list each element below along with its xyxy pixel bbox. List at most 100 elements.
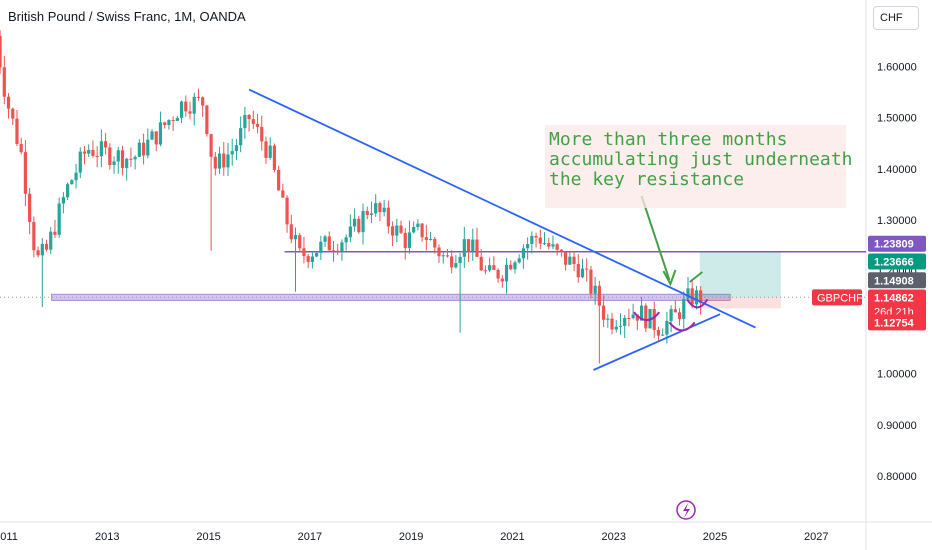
accumulation-arc bbox=[633, 311, 661, 322]
symbol-tag: GBPCHF bbox=[817, 292, 863, 304]
candle-body bbox=[661, 334, 665, 336]
candle-body bbox=[0, 36, 2, 68]
candle-body bbox=[137, 142, 141, 157]
candle-body bbox=[319, 241, 323, 253]
candle-body bbox=[205, 105, 209, 135]
candle-body bbox=[639, 305, 644, 321]
candle-body bbox=[564, 251, 568, 265]
currency-button[interactable]: CHF bbox=[873, 6, 919, 30]
candle-body bbox=[547, 243, 551, 247]
x-tick-label: 2013 bbox=[95, 531, 119, 543]
lightning-icon[interactable] bbox=[676, 500, 696, 520]
candle-body bbox=[631, 314, 635, 319]
candle-body bbox=[428, 238, 433, 240]
candle-body bbox=[441, 255, 445, 257]
annotation-box[interactable]: More than three months accumulating just… bbox=[545, 125, 852, 208]
price-tag-upper: 1.23809 bbox=[874, 239, 914, 251]
candle-body bbox=[361, 211, 365, 233]
candle-body bbox=[44, 243, 49, 250]
candle-body bbox=[154, 131, 158, 145]
price-tag-last: 1.14862 bbox=[874, 293, 914, 305]
candle-body bbox=[23, 152, 28, 194]
price-tag-last-bg bbox=[868, 289, 926, 321]
candle-body bbox=[87, 149, 91, 154]
candle-body bbox=[201, 97, 205, 106]
x-tick-label: 2015 bbox=[196, 531, 220, 543]
y-tick-label: 1.60000 bbox=[877, 62, 917, 74]
candle-body bbox=[103, 141, 108, 148]
candle-body bbox=[99, 141, 103, 157]
candle-body bbox=[694, 290, 699, 305]
candle-body bbox=[57, 203, 61, 235]
candle-body bbox=[336, 250, 340, 252]
candle-body bbox=[133, 156, 137, 160]
candle-body bbox=[146, 139, 150, 156]
candle-body bbox=[534, 235, 538, 238]
candle-body bbox=[488, 265, 492, 271]
candle-body bbox=[82, 151, 87, 154]
candle-body bbox=[517, 258, 521, 263]
candle-body bbox=[365, 211, 369, 215]
annotation-arrow bbox=[640, 195, 671, 281]
candle-body bbox=[234, 145, 239, 152]
price-tag-target-bg bbox=[868, 253, 926, 270]
candle-body bbox=[416, 223, 420, 228]
candle-body bbox=[179, 101, 184, 118]
candle-body bbox=[471, 239, 475, 252]
candle-body bbox=[163, 122, 167, 126]
candle-body bbox=[129, 158, 133, 160]
candle-body bbox=[120, 150, 125, 168]
candle-body bbox=[74, 172, 78, 181]
price-tag-entry: 1.14908 bbox=[874, 275, 914, 287]
candle-body bbox=[656, 329, 661, 336]
candle-body bbox=[15, 118, 19, 144]
candle-body bbox=[665, 320, 669, 335]
candle-body bbox=[32, 221, 36, 251]
candle-body bbox=[196, 96, 201, 98]
x-tick-label: 2019 bbox=[399, 531, 423, 543]
candle-body bbox=[352, 218, 357, 227]
candle-body bbox=[699, 290, 703, 304]
candle-body bbox=[175, 117, 179, 121]
candle-body bbox=[217, 153, 222, 169]
annotation-arrowhead bbox=[662, 269, 677, 287]
x-tick-label: 2011 bbox=[0, 531, 18, 543]
candle-body bbox=[412, 227, 416, 233]
candle-body bbox=[28, 193, 32, 222]
ascending-trendline bbox=[593, 313, 721, 371]
y-tick-label: 0.80000 bbox=[877, 471, 917, 483]
candle-body bbox=[239, 128, 243, 146]
candle-body bbox=[91, 149, 95, 156]
candle-body bbox=[125, 158, 129, 168]
candle-body bbox=[255, 123, 260, 127]
candle-body bbox=[184, 101, 188, 112]
candle-body bbox=[49, 231, 53, 250]
candles bbox=[0, 30, 703, 364]
candle-body bbox=[623, 317, 627, 326]
annotation-line-2: accumulating just underneath bbox=[549, 149, 853, 170]
candle-body bbox=[70, 180, 74, 185]
candle-body bbox=[108, 147, 112, 166]
price-tag-entry-bg bbox=[868, 272, 926, 289]
candle-body bbox=[466, 239, 471, 252]
candle-body bbox=[479, 256, 483, 271]
candle-body bbox=[606, 318, 610, 320]
price-tag-stop-bg bbox=[868, 314, 926, 331]
candle-body bbox=[251, 119, 255, 124]
y-tick-label: 0.90000 bbox=[877, 420, 917, 432]
candle-body bbox=[40, 243, 44, 256]
candle-body bbox=[386, 207, 390, 227]
candle-body bbox=[652, 309, 656, 330]
candle-body bbox=[420, 223, 424, 238]
candle-body bbox=[298, 235, 302, 249]
candle-body bbox=[677, 312, 682, 319]
candle-body bbox=[289, 224, 293, 240]
candle-body bbox=[450, 256, 454, 268]
symbol-tag-bg bbox=[812, 289, 862, 306]
candle-body bbox=[504, 264, 509, 282]
candle-body bbox=[492, 265, 496, 270]
candle-body bbox=[243, 114, 247, 129]
candle-body bbox=[315, 252, 319, 257]
